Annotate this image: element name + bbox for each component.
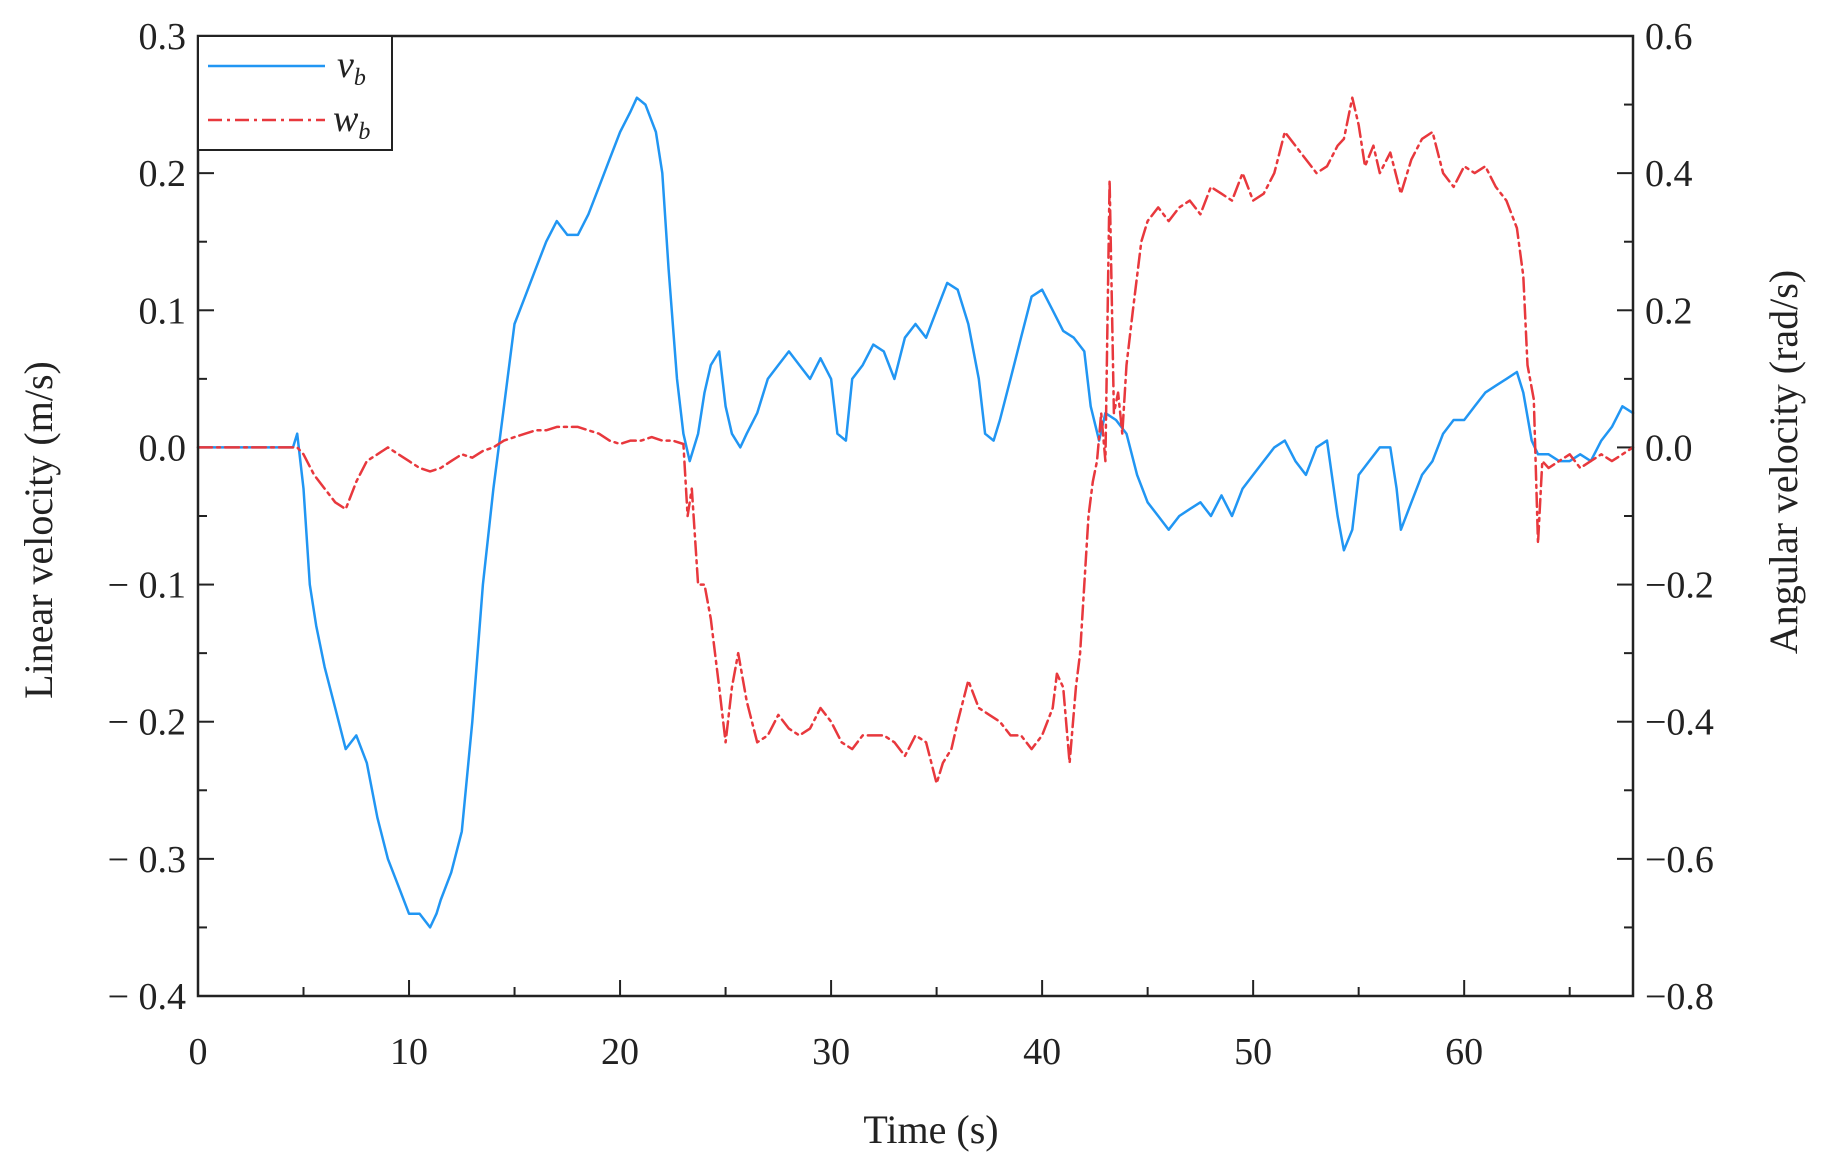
- legend-box: [197, 35, 393, 151]
- legend-label-v-b: vb: [337, 44, 366, 91]
- legend-series-v-subscript: b: [354, 65, 366, 91]
- y-left-tick-label: 0.2: [139, 153, 187, 195]
- y-left-tick-label: 0.3: [139, 16, 187, 58]
- y-right-tick-label: −0.6: [1645, 839, 1714, 881]
- y-right-tick-label: 0.2: [1645, 290, 1693, 332]
- legend-series-w-subscript: b: [358, 119, 370, 145]
- x-tick-label: 30: [812, 1031, 850, 1073]
- x-tick-label: 40: [1023, 1031, 1061, 1073]
- x-tick-label: 60: [1445, 1031, 1483, 1073]
- y-right-tick-label: 0.6: [1645, 16, 1693, 58]
- plot-frame: [196, 34, 1635, 998]
- x-tick-label: 50: [1234, 1031, 1272, 1073]
- legend-series-v-name: v: [337, 44, 354, 86]
- x-axis-title: Time (s): [863, 1107, 998, 1152]
- x-tick-label: 20: [601, 1031, 639, 1073]
- y-left-tick-label: − 0.4: [108, 976, 186, 1018]
- y-right-tick-label: 0.0: [1645, 427, 1693, 469]
- y-left-tick-label: 0.1: [139, 290, 187, 332]
- y-right-tick-label: −0.4: [1645, 702, 1714, 744]
- y-right-tick-label: 0.4: [1645, 153, 1693, 195]
- legend-label-w-b: wb: [333, 98, 370, 145]
- y-left-tick-label: 0.0: [139, 427, 187, 469]
- x-tick-label: 0: [189, 1031, 208, 1073]
- y-right-tick-label: −0.8: [1645, 976, 1714, 1018]
- x-tick-label: 10: [390, 1031, 428, 1073]
- y-right-tick-label: −0.2: [1645, 565, 1714, 607]
- y-right-axis-title: Angular velocity (rad/s): [1761, 270, 1806, 654]
- series-line-v-b: [196, 96, 1635, 929]
- y-left-tick-label: − 0.3: [108, 839, 186, 881]
- legend-series-w-name: w: [333, 98, 359, 140]
- series-line-w-b: [196, 96, 1635, 785]
- legend: vb wb: [197, 35, 393, 151]
- y-left-tick-label: − 0.2: [108, 702, 186, 744]
- y-left-tick-label: − 0.1: [108, 565, 186, 607]
- ticks-layer: 0 10 20 30 40 50 60 0.3 0.2 0.1 0.0 − 0.1 − 0.2 − 0.3…: [108, 16, 1714, 1073]
- y-left-axis-title: Linear velocity (m/s): [16, 361, 61, 699]
- series-layer: [196, 96, 1635, 929]
